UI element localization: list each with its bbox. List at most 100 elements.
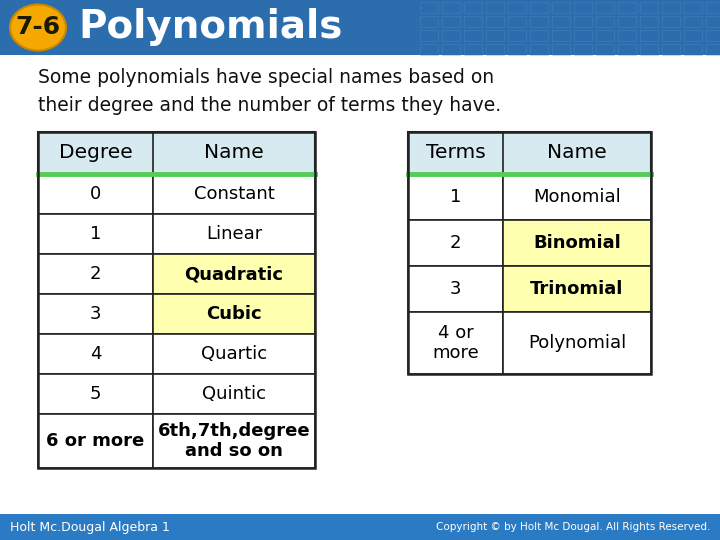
Bar — [706, 44, 720, 55]
Text: 2: 2 — [90, 265, 102, 283]
Bar — [552, 16, 570, 27]
Bar — [486, 16, 504, 27]
Bar — [408, 132, 651, 374]
Bar — [530, 30, 548, 41]
Bar — [408, 312, 503, 374]
Text: Trinomial: Trinomial — [531, 280, 624, 298]
Bar — [503, 266, 651, 312]
Text: 5: 5 — [90, 385, 102, 403]
Bar — [486, 30, 504, 41]
Text: Polynomials: Polynomials — [78, 9, 343, 46]
Text: Degree: Degree — [58, 144, 132, 163]
Bar — [508, 2, 526, 13]
Bar — [596, 44, 614, 55]
Bar — [153, 174, 315, 214]
Text: Constant: Constant — [194, 185, 274, 203]
Bar — [464, 2, 482, 13]
Text: Linear: Linear — [206, 225, 262, 243]
Bar — [640, 30, 658, 41]
Text: 0: 0 — [90, 185, 101, 203]
Bar — [0, 0, 720, 55]
Bar — [503, 174, 651, 220]
Text: Quartic: Quartic — [201, 345, 267, 363]
Bar — [596, 2, 614, 13]
Bar — [552, 30, 570, 41]
Bar — [552, 44, 570, 55]
Bar — [408, 220, 503, 266]
Bar — [684, 44, 702, 55]
Bar — [38, 334, 153, 374]
Bar — [420, 44, 438, 55]
Bar — [0, 514, 720, 540]
Bar — [618, 2, 636, 13]
Text: Binomial: Binomial — [533, 234, 621, 252]
Bar — [442, 44, 460, 55]
Text: 6 or more: 6 or more — [46, 432, 145, 450]
Bar — [662, 44, 680, 55]
Bar — [38, 214, 153, 254]
Bar — [38, 254, 153, 294]
Bar — [530, 44, 548, 55]
Bar — [640, 16, 658, 27]
Bar — [574, 16, 592, 27]
Text: Holt Mc.Dougal Algebra 1: Holt Mc.Dougal Algebra 1 — [10, 521, 170, 534]
Text: 6th,7th,degree
and so on: 6th,7th,degree and so on — [158, 422, 310, 461]
Bar — [464, 44, 482, 55]
Bar — [442, 2, 460, 13]
Bar — [706, 2, 720, 13]
Bar — [662, 2, 680, 13]
Bar — [420, 16, 438, 27]
Bar — [38, 414, 153, 468]
Text: Polynomial: Polynomial — [528, 334, 626, 352]
Bar — [408, 132, 651, 174]
Text: Quintic: Quintic — [202, 385, 266, 403]
Bar — [706, 16, 720, 27]
Bar — [464, 30, 482, 41]
Bar — [420, 30, 438, 41]
Text: 4 or
more: 4 or more — [432, 323, 479, 362]
Bar — [442, 30, 460, 41]
Text: Name: Name — [204, 144, 264, 163]
Bar — [640, 44, 658, 55]
Bar — [38, 294, 153, 334]
Text: 3: 3 — [90, 305, 102, 323]
Bar — [706, 30, 720, 41]
Bar — [486, 44, 504, 55]
Bar — [618, 16, 636, 27]
Bar — [530, 2, 548, 13]
Text: 4: 4 — [90, 345, 102, 363]
Bar — [618, 44, 636, 55]
Text: Cubic: Cubic — [206, 305, 262, 323]
Bar — [408, 174, 503, 220]
Bar — [552, 2, 570, 13]
Bar — [684, 2, 702, 13]
Bar — [153, 254, 315, 294]
Bar — [574, 30, 592, 41]
Bar — [662, 16, 680, 27]
Bar — [38, 174, 153, 214]
Text: Name: Name — [547, 144, 607, 163]
Bar — [38, 374, 153, 414]
Text: 3: 3 — [450, 280, 462, 298]
Bar — [153, 374, 315, 414]
Bar — [596, 16, 614, 27]
Bar — [574, 44, 592, 55]
Text: 7-6: 7-6 — [15, 16, 60, 39]
Bar — [420, 2, 438, 13]
Bar — [684, 16, 702, 27]
Ellipse shape — [10, 4, 66, 51]
Bar — [153, 414, 315, 468]
Text: Monomial: Monomial — [533, 188, 621, 206]
Bar — [153, 294, 315, 334]
Bar — [153, 214, 315, 254]
Text: Terms: Terms — [426, 144, 485, 163]
Text: 2: 2 — [450, 234, 462, 252]
Bar — [503, 220, 651, 266]
Bar — [684, 30, 702, 41]
Bar — [618, 30, 636, 41]
Text: 1: 1 — [450, 188, 462, 206]
Bar — [530, 16, 548, 27]
Text: Copyright © by Holt Mc Dougal. All Rights Reserved.: Copyright © by Holt Mc Dougal. All Right… — [436, 522, 710, 532]
Bar — [503, 312, 651, 374]
Bar — [408, 266, 503, 312]
